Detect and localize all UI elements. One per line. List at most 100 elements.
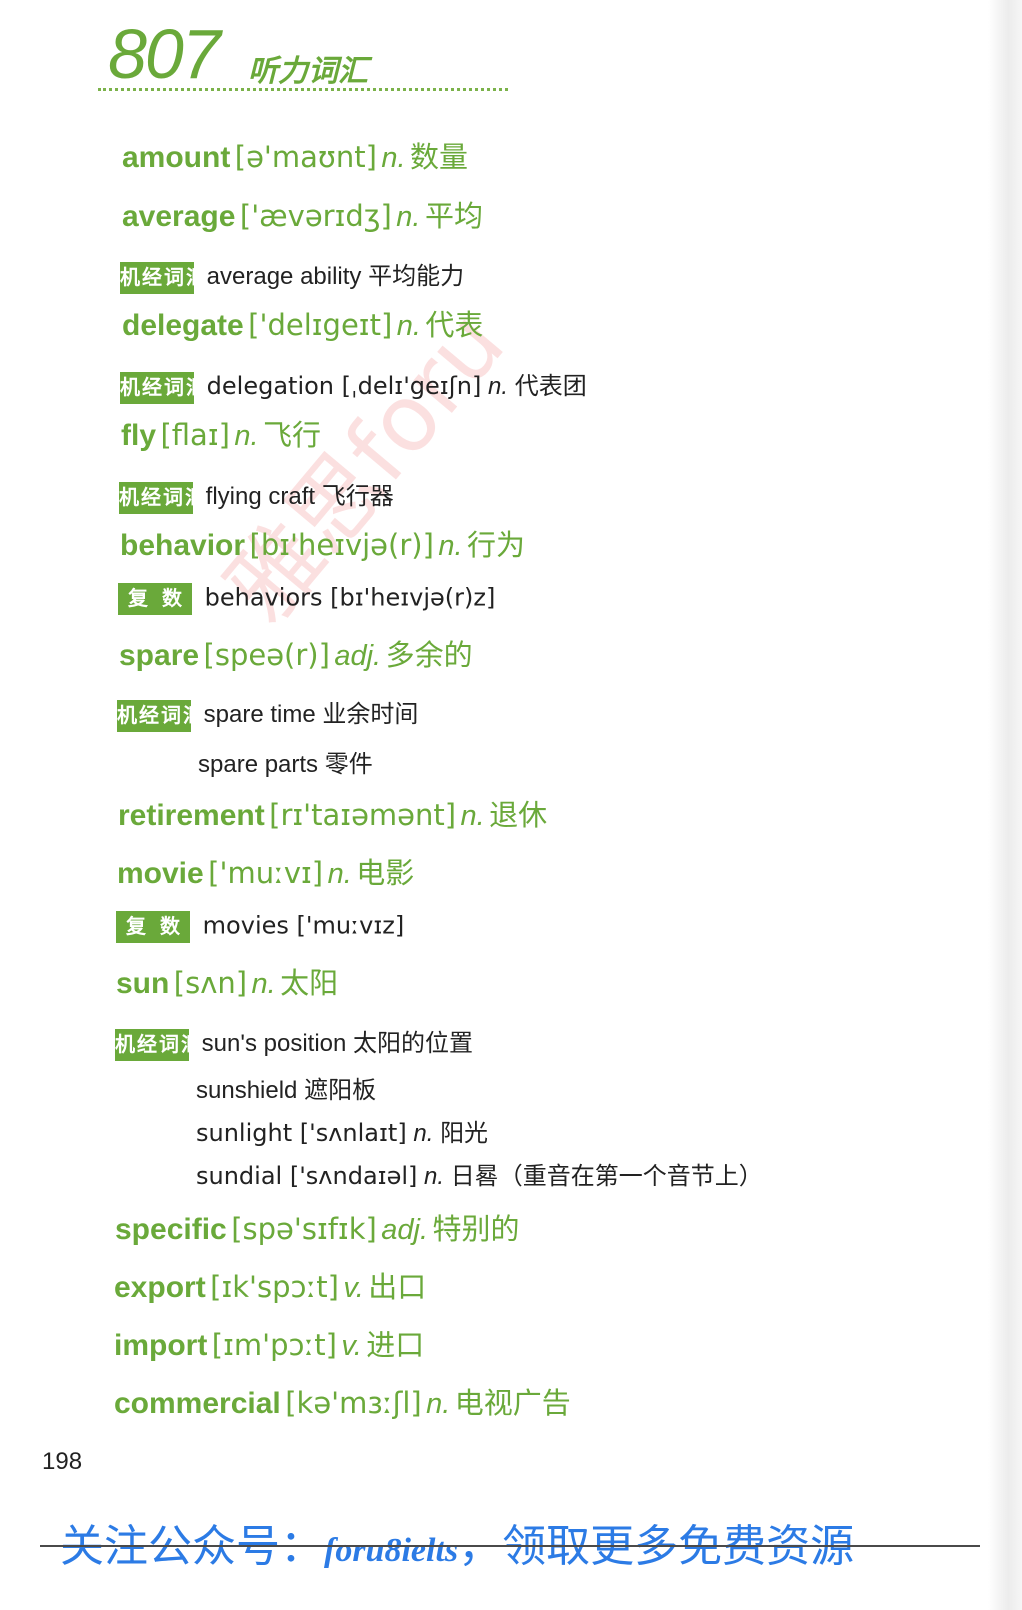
entry-pos: n. (460, 800, 485, 832)
entry-sun: sun [sʌn] n. 太阳 (116, 960, 338, 1002)
sub-entry-line: sundial ['sʌndaɪəl] n. 日晷（重音在第一个音节上） (196, 1156, 763, 1191)
entry-meaning: 电影 (356, 856, 415, 890)
sub-entry-text: spare parts 零件 (198, 751, 373, 778)
entry-pos: n. (327, 858, 352, 890)
entry-meaning: 数量 (410, 140, 469, 174)
entry-ipa: [ɪk'spɔːt] (210, 1270, 339, 1304)
jijing-badge: 机经词汇 (115, 1028, 201, 1061)
entry-ipa: [rɪ'taɪəmənt] (269, 798, 457, 832)
entry-amount: amount [ə'maʊnt] n. 数量 (122, 134, 468, 176)
entry-specific: specific [spə'sɪfɪk] adj. 特别的 (115, 1206, 520, 1248)
entry-import: import [ɪm'pɔːt] v. 进口 (114, 1322, 424, 1364)
entry-ipa: [flaɪ] (160, 418, 230, 452)
sub-entry-text: delegation [ˌdelɪ'geɪʃn] (206, 372, 482, 400)
entry-word: average (122, 200, 236, 233)
entry-word: delegate (122, 309, 244, 342)
entry-meaning: 多余的 (385, 638, 473, 672)
entry-word: specific (115, 1213, 227, 1246)
entry-pos: n. (396, 310, 421, 342)
entry-meaning: 太阳 (280, 966, 339, 1000)
sub-entry: 机经词汇 sun's position 太阳的位置 (115, 1023, 473, 1061)
entry-pos: n. (251, 968, 276, 1000)
entry-meaning: 代表 (425, 308, 484, 342)
sub-entry-pos: n. (424, 1163, 445, 1190)
sub-entry-text: average ability 平均能力 (206, 263, 465, 290)
entry-movie: movie ['muːvɪ] n. 电影 (117, 850, 414, 892)
sub-entry-line: sunlight ['sʌnlaɪt] n. 阳光 (196, 1113, 488, 1148)
entry-word: movie (117, 857, 204, 890)
entry-delegate: delegate ['delɪgeɪt] n. 代表 (122, 302, 483, 344)
fushu-badge: 复数 (116, 911, 190, 943)
entry-ipa: [kə'mɜːʃl] (285, 1386, 422, 1420)
entry-behavior: behavior [bɪ'heɪvjə(r)] n. 行为 (120, 522, 525, 564)
entry-ipa: [sʌn] (173, 966, 248, 1000)
sub-entry-meaning: 阳光 (440, 1120, 489, 1147)
sub-entry-text: behaviors [bɪ'heɪvjə(r)z] (204, 583, 496, 612)
sub-entry: 机经词汇 delegation [ˌdelɪ'geɪʃn] n. 代表团 (120, 366, 587, 404)
sub-entry-text: sundial ['sʌndaɪəl] (196, 1162, 418, 1190)
entry-ipa: [speə(r)] (203, 638, 330, 672)
entry-meaning: 行为 (467, 528, 526, 562)
entry-pos: n. (234, 420, 259, 452)
header-dotted-rule (98, 88, 508, 91)
entry-pos: adj. (381, 1214, 429, 1246)
entry-ipa: [ɪm'pɔːt] (211, 1328, 337, 1362)
entry-fly: fly [flaɪ] n. 飞行 (121, 412, 321, 454)
jijing-badge: 机经词汇 (120, 371, 206, 404)
entry-word: retirement (118, 799, 265, 832)
sub-entry-meaning: 代表团 (514, 373, 587, 400)
sub-entry: 机经词汇 average ability 平均能力 (120, 256, 464, 294)
entry-ipa: [ə'maʊnt] (234, 140, 377, 174)
sub-entry-text: spare time 业余时间 (203, 701, 419, 728)
sub-entry-line: sunshield 遮阳板 (196, 1070, 376, 1105)
entry-ipa: ['delɪgeɪt] (248, 308, 393, 342)
jijing-badge: 机经词汇 (120, 261, 206, 294)
entry-meaning: 进口 (366, 1328, 425, 1362)
footer-handle: foru8ielts (324, 1532, 459, 1569)
entry-word: commercial (114, 1387, 281, 1420)
sub-entry: 机经词汇 spare time 业余时间 (117, 694, 418, 732)
sub-entry-text: sun's position 太阳的位置 (201, 1030, 474, 1057)
jijing-badge: 机经词汇 (117, 699, 203, 732)
entry-meaning: 退休 (489, 798, 548, 832)
entry-ipa: [bɪ'heɪvjə(r)] (249, 528, 434, 562)
footer-strike-line (40, 1545, 980, 1547)
sub-entry-line: spare parts 零件 (198, 744, 373, 779)
entry-pos: n. (438, 530, 463, 562)
sub-entry-meaning: 日晷（重音在第一个音节上） (450, 1163, 763, 1190)
entry-pos: n. (396, 201, 421, 233)
entry-word: export (114, 1271, 206, 1304)
entry-pos: v. (341, 1330, 362, 1362)
sub-entry-pos: n. (413, 1120, 434, 1147)
sub-entry: 复数 behaviors [bɪ'heɪvjə(r)z] (118, 583, 495, 615)
header-title: 听力词汇 (248, 55, 368, 88)
entry-pos: n. (381, 142, 406, 174)
entry-retirement: retirement [rɪ'taɪəmənt] n. 退休 (118, 792, 547, 834)
entry-word: fly (121, 419, 157, 452)
entry-ipa: ['ævərɪdʒ] (239, 199, 392, 233)
sub-entry-text: movies ['muːvɪz] (202, 911, 405, 940)
sub-entry-text: sunshield 遮阳板 (196, 1077, 377, 1104)
sub-entry-pos: n. (488, 373, 509, 400)
fushu-badge: 复数 (118, 583, 192, 615)
sub-entry: 机经词汇 flying craft 飞行器 (119, 476, 394, 514)
entry-ipa: [spə'sɪfɪk] (231, 1212, 377, 1246)
entry-word: behavior (120, 529, 246, 562)
entry-average: average ['ævərɪdʒ] n. 平均 (122, 193, 483, 235)
section-header: 807 听力词汇 (108, 14, 508, 94)
page-edge-shadow (988, 0, 1022, 1610)
entry-word: amount (122, 141, 231, 174)
entry-meaning: 特别的 (432, 1212, 520, 1246)
page-number: 198 (42, 1448, 83, 1475)
entry-meaning: 飞行 (263, 418, 322, 452)
entry-meaning: 出口 (368, 1270, 427, 1304)
footer-promo: 关注公众号：foru8ielts，领取更多免费资源 (60, 1510, 854, 1574)
jijing-badge: 机经词汇 (119, 481, 205, 514)
entry-word: import (114, 1329, 208, 1362)
entry-word: spare (119, 639, 200, 672)
entry-ipa: ['muːvɪ] (208, 856, 324, 890)
header-number: 807 (108, 15, 221, 93)
entry-meaning: 电视广告 (454, 1386, 571, 1420)
entry-commercial: commercial [kə'mɜːʃl] n. 电视广告 (114, 1380, 571, 1422)
